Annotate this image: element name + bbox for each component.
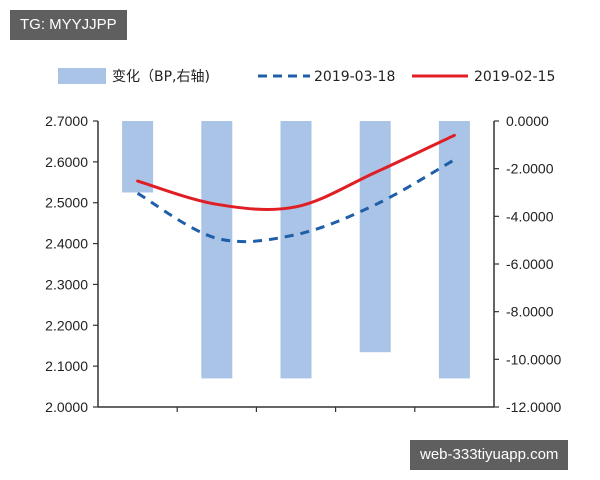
left-tick-label: 2.0000 xyxy=(45,399,88,415)
left-tick-label: 2.5000 xyxy=(45,195,88,211)
legend-swatch-bar xyxy=(58,68,106,84)
left-tick-label: 2.1000 xyxy=(45,358,88,374)
watermark-bottom: web-333tiyuapp.com xyxy=(410,440,569,470)
legend-label-solid-line: 2019-02-15 xyxy=(474,69,555,85)
right-tick-label: -2.0000 xyxy=(506,161,554,177)
legend-label-bar: 变化（BP,右轴) xyxy=(112,69,210,85)
legend-label-dashed-line: 2019-03-18 xyxy=(314,69,395,85)
left-tick-label: 2.2000 xyxy=(45,317,88,333)
watermark-top: TG: MYYJJPP xyxy=(10,10,127,40)
axes: 2.7000 2.6000 2.5000 2.4000 2.3000 2.2000 2.10… xyxy=(45,113,561,415)
right-tick-label: -8.0000 xyxy=(506,304,554,320)
left-tick-label: 2.4000 xyxy=(45,236,88,252)
legend: 变化（BP,右轴) 2019-03-18 2019-02-15 xyxy=(58,68,555,85)
left-tick-label: 2.3000 xyxy=(45,276,88,292)
bar-3 xyxy=(359,121,391,353)
bar-1 xyxy=(201,121,233,379)
right-tick-label: -4.0000 xyxy=(506,208,554,224)
line-series xyxy=(136,133,456,244)
right-tick-label: -10.0000 xyxy=(506,351,561,367)
left-tick-label: 2.6000 xyxy=(45,154,88,170)
bar-2 xyxy=(280,121,312,379)
bar-series xyxy=(122,121,470,379)
right-tick-label: -12.0000 xyxy=(506,399,561,415)
left-tick-label: 2.7000 xyxy=(45,113,88,129)
right-tick-label: 0.0000 xyxy=(506,113,549,129)
right-tick-label: -6.0000 xyxy=(506,256,554,272)
bar-4 xyxy=(438,121,470,379)
line-2019-02-15 xyxy=(136,133,456,211)
